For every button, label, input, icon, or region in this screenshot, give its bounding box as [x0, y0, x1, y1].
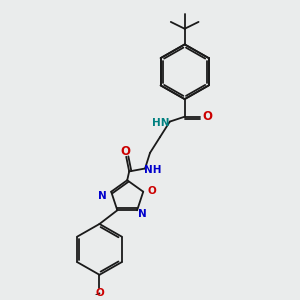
Text: O: O [120, 146, 130, 158]
Text: N: N [98, 190, 107, 201]
Text: O: O [202, 110, 212, 123]
Text: O: O [95, 288, 104, 298]
Text: NH: NH [144, 166, 162, 176]
Text: HN: HN [152, 118, 169, 128]
Text: N: N [138, 209, 147, 219]
Text: O: O [147, 186, 156, 196]
